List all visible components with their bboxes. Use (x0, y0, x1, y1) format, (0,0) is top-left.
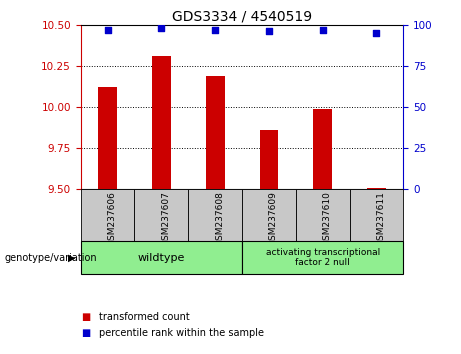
Bar (206, 76, 225, 189)
Bar (296, 189, 349, 241)
Text: GSM237611: GSM237611 (377, 191, 385, 246)
Point (158, 25, 165, 31)
Text: ▶: ▶ (68, 252, 75, 263)
Text: GSM237608: GSM237608 (215, 191, 224, 246)
Bar (135, 189, 188, 241)
Point (373, 30, 380, 36)
Bar (367, 188, 386, 189)
Bar (242, 189, 296, 241)
Point (104, 27, 111, 33)
Text: GSM237607: GSM237607 (161, 191, 171, 246)
Text: percentile rank within the sample: percentile rank within the sample (99, 328, 264, 338)
Bar (81, 189, 135, 241)
Text: activating transcriptional
factor 2 null: activating transcriptional factor 2 null (266, 248, 380, 267)
Bar (98, 87, 117, 189)
Bar (152, 56, 171, 189)
Text: transformed count: transformed count (99, 312, 190, 322)
Point (265, 29, 272, 34)
Text: GSM237610: GSM237610 (323, 191, 332, 246)
Text: ■: ■ (81, 328, 90, 338)
Title: GDS3334 / 4540519: GDS3334 / 4540519 (172, 10, 312, 24)
Text: GSM237606: GSM237606 (107, 191, 117, 246)
Bar (260, 130, 278, 189)
Text: ■: ■ (81, 312, 90, 322)
Text: GSM237609: GSM237609 (269, 191, 278, 246)
Text: genotype/variation: genotype/variation (5, 252, 97, 263)
Bar (81, 241, 242, 274)
Point (212, 27, 219, 33)
Bar (188, 189, 242, 241)
Bar (313, 109, 332, 189)
Bar (242, 241, 403, 274)
Bar (349, 189, 403, 241)
Text: wildtype: wildtype (138, 252, 185, 263)
Point (319, 27, 326, 33)
